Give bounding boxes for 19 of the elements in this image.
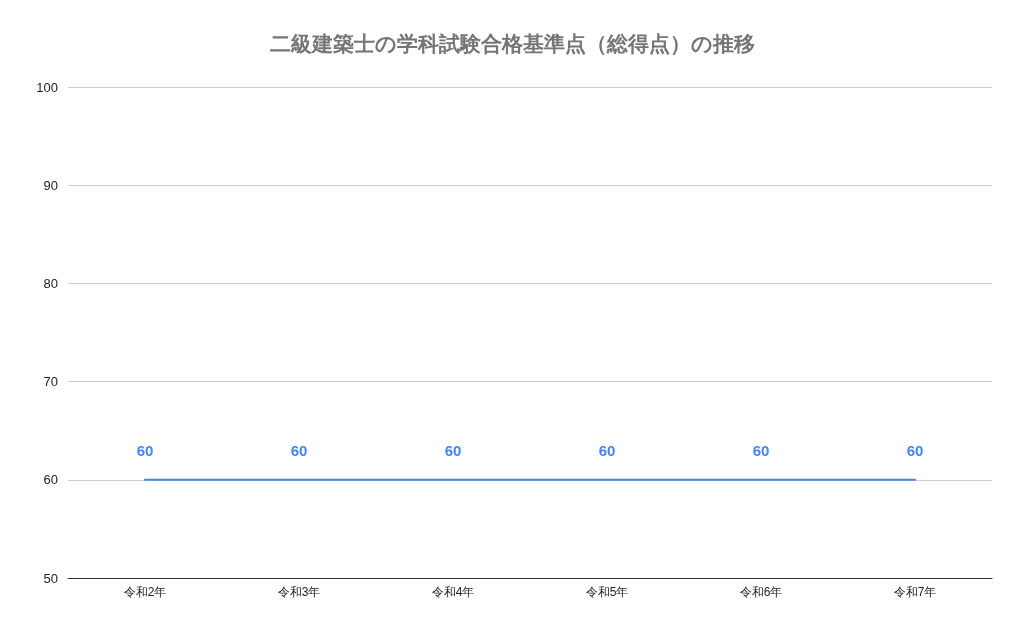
x-tick-label: 令和5年 <box>585 585 629 599</box>
y-tick-label: 60 <box>43 472 58 488</box>
chart-title: 二級建築士の学科試験合格基準点（総得点）の推移 <box>269 32 755 56</box>
data-label: 60 <box>444 441 462 459</box>
data-label: 60 <box>598 441 616 459</box>
x-tick-label: 令和6年 <box>739 585 783 599</box>
x-tick-label: 令和3年 <box>277 585 321 599</box>
y-tick-label: 100 <box>36 79 58 95</box>
data-label: 60 <box>290 441 308 459</box>
x-tick-label: 令和4年 <box>431 585 475 599</box>
y-tick-label: 90 <box>43 177 58 193</box>
data-label: 60 <box>136 441 154 459</box>
data-label: 60 <box>906 441 924 459</box>
y-tick-label: 80 <box>43 275 58 291</box>
data-label: 60 <box>752 441 770 459</box>
x-tick-label: 令和2年 <box>123 585 167 599</box>
y-tick-label: 50 <box>43 570 58 586</box>
x-tick-label: 令和7年 <box>893 585 937 599</box>
y-tick-label: 70 <box>43 374 58 390</box>
